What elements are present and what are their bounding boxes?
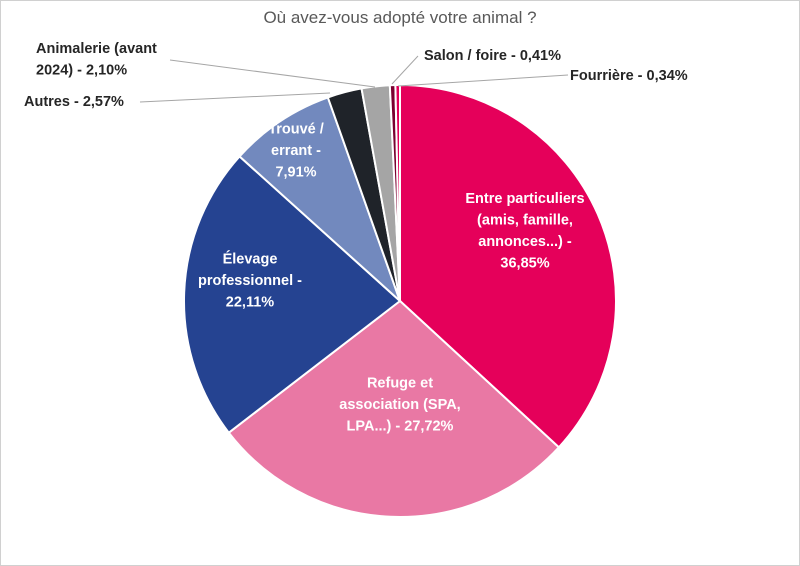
pie-slice-1 (227, 299, 561, 518)
pie-slice-3 (238, 96, 401, 302)
slice-label-6: Salon / foire - 0,41% (424, 48, 561, 64)
leader-line-6 (391, 55, 419, 85)
slice-label-1: Refuge et association (SPA, LPA...) - 27,7… (339, 376, 460, 435)
leader-line-7 (397, 74, 569, 87)
leader-line-5 (169, 59, 376, 88)
slice-label-5: Animalerie (avant 2024) - 2,10% (36, 41, 157, 79)
leader-line-4 (139, 92, 331, 103)
slice-label-7: Fourrière - 0,34% (570, 68, 688, 84)
slice-label-2: Élevage professionnel -22,11% (198, 251, 302, 311)
slice-label-3: Trouvé / errant -7,91% (268, 122, 324, 181)
slice-label-0: Entre particuliers (amis, famille, annonce… (465, 191, 584, 272)
pie-slice-7 (394, 83, 401, 302)
pie-slice-0 (399, 83, 617, 449)
slice-label-4: Autres - 2,57% (24, 94, 124, 110)
pie-slice-2 (183, 155, 402, 435)
chart-title: Où avez-vous adopté votre animal ? (263, 8, 537, 27)
